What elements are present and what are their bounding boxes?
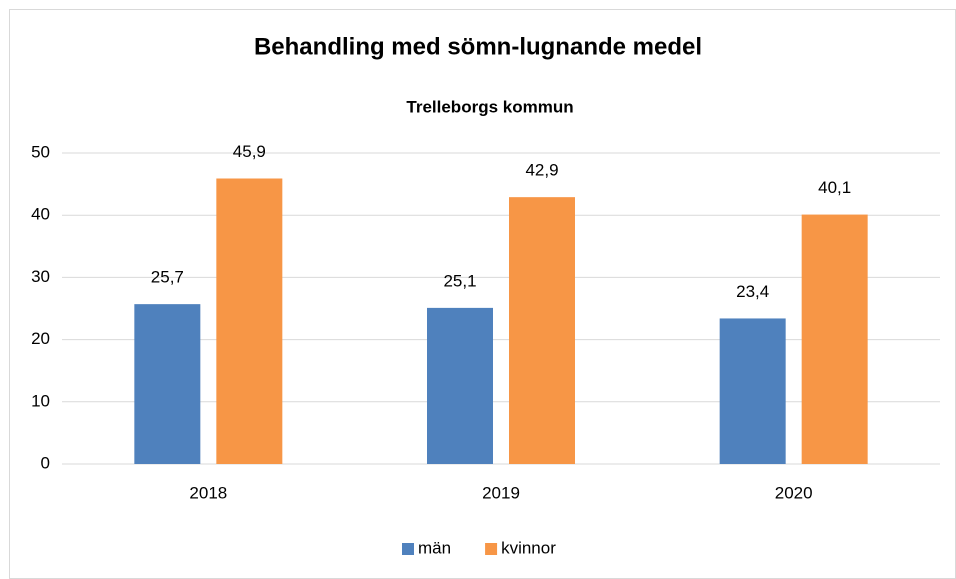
legend-swatch [402, 543, 414, 555]
bar [216, 178, 283, 464]
data-label: 25,7 [151, 268, 184, 287]
x-tick-label: 2019 [482, 483, 520, 502]
y-tick-label: 50 [31, 142, 50, 161]
bar [719, 318, 786, 464]
data-label: 25,1 [443, 271, 476, 290]
data-label: 23,4 [736, 282, 769, 301]
x-tick-label: 2018 [189, 483, 227, 502]
y-tick-label: 20 [31, 329, 50, 348]
y-tick-label: 40 [31, 205, 50, 224]
y-tick-label: 0 [41, 453, 50, 472]
legend-label: kvinnor [501, 538, 556, 557]
legend-label: män [418, 538, 451, 557]
legend-swatch [485, 543, 498, 555]
chart-border [9, 9, 956, 579]
data-label: 40,1 [818, 178, 851, 197]
bar [427, 307, 493, 464]
y-tick-label: 10 [31, 391, 50, 410]
data-label: 42,9 [525, 161, 558, 180]
bar [801, 214, 868, 464]
bar [134, 304, 201, 464]
x-tick-label: 2020 [775, 483, 813, 502]
y-tick-label: 30 [31, 267, 50, 286]
bar [509, 197, 575, 465]
data-label: 45,9 [233, 142, 266, 161]
chart-subtitle: Trelleborgs kommun [406, 97, 573, 116]
chart-title: Behandling med sömn-lugnande medel [254, 33, 702, 60]
